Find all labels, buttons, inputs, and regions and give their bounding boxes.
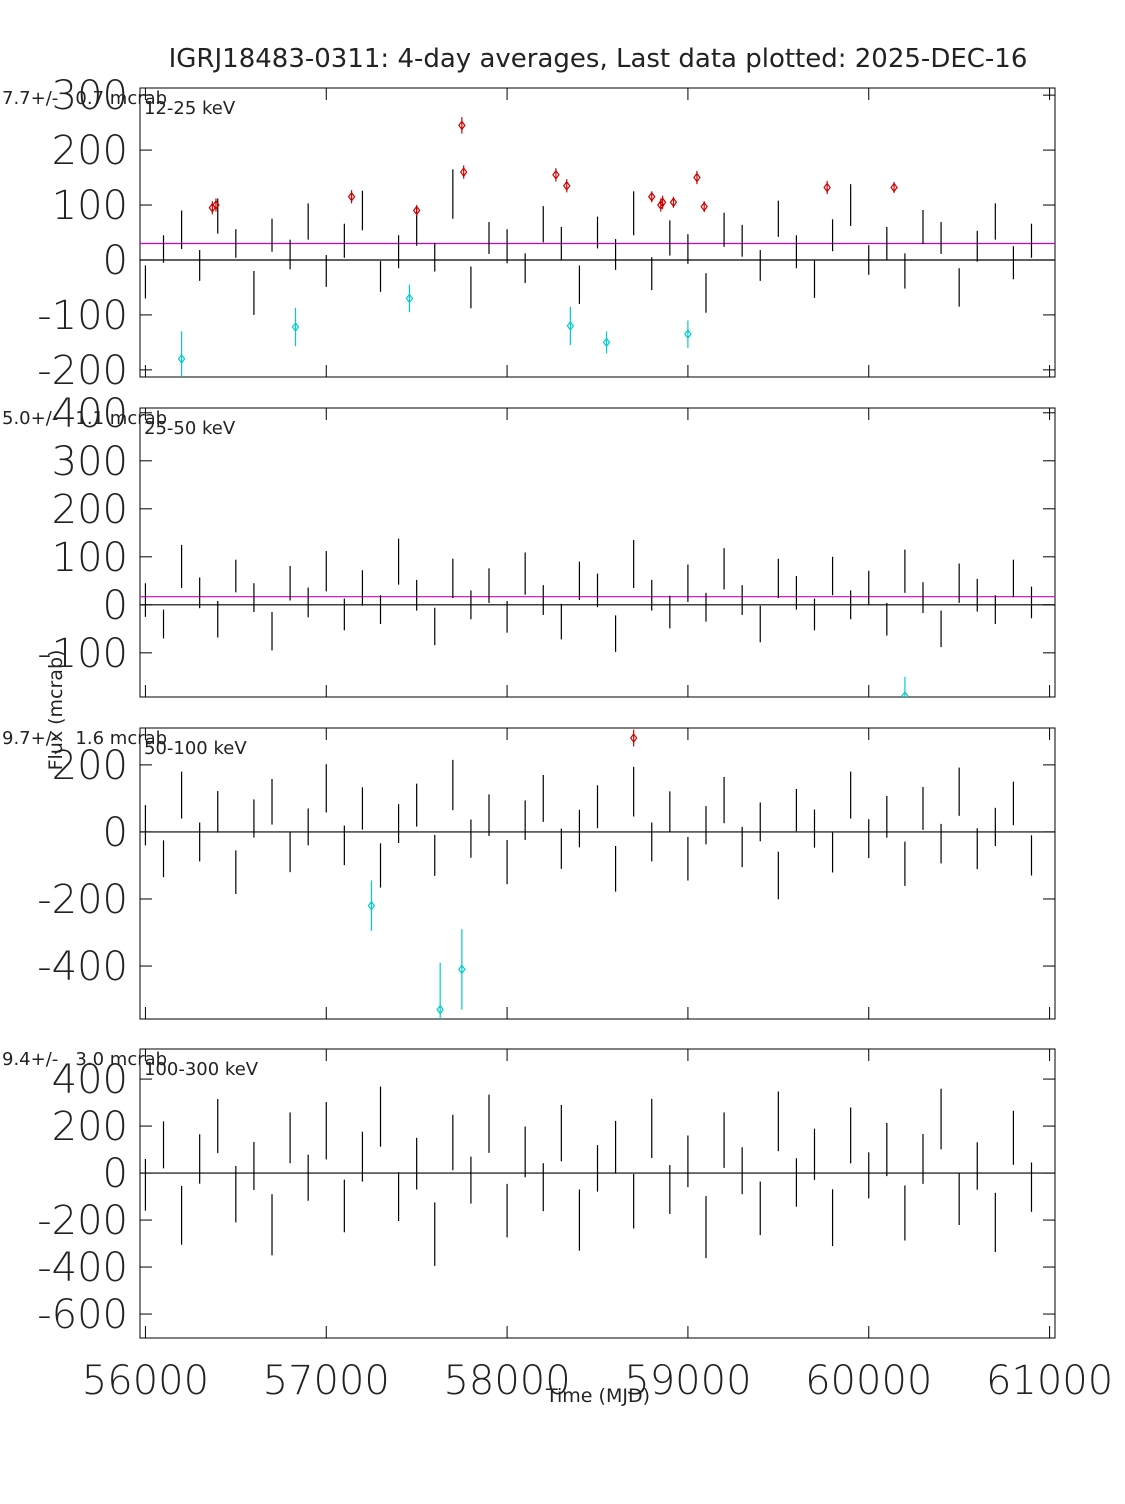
- data-point: [412, 205, 421, 216]
- data-point: [629, 733, 638, 744]
- data-point: [458, 120, 466, 131]
- mean-annotation: 5.0+/- 1.1 mcrab: [2, 408, 167, 429]
- band-label: 25-50 keV: [144, 418, 236, 439]
- y-tick-label: 300: [52, 73, 128, 119]
- mean-annotation: 7.7+/- 0.7 mcrab: [2, 88, 167, 109]
- mean-annotation: 9.7+/- 1.6 mcrab: [2, 728, 167, 749]
- x-tick-label: 56000: [82, 1358, 209, 1404]
- data-point: [700, 201, 708, 212]
- x-tick-label: 61000: [986, 1358, 1113, 1404]
- y-tick-label: -400: [37, 944, 128, 990]
- band-label: 100-300 keV: [144, 1059, 259, 1080]
- data-point: [658, 197, 667, 208]
- y-tick-label: -200: [37, 348, 128, 394]
- y-tick-label: 300: [52, 439, 128, 485]
- data-point: [552, 169, 560, 180]
- y-tick-label: 0: [103, 583, 128, 629]
- data-point: [459, 167, 468, 178]
- y-tick-label: -100: [37, 293, 128, 339]
- data-point: [901, 691, 909, 697]
- x-tick-label: 58000: [443, 1358, 570, 1404]
- plot-frame: [139, 87, 1056, 378]
- chart-title: IGRJ18483-0311: 4-day averages, Last dat…: [169, 44, 1028, 74]
- data-point: [669, 197, 678, 208]
- mean-annotation: 9.4+/- 3.0 mcrab: [2, 1049, 167, 1070]
- band-label: 50-100 keV: [144, 738, 247, 759]
- y-tick-label: 0: [103, 1151, 128, 1197]
- y-tick-label: 400: [52, 391, 128, 437]
- y-tick-label: 100: [52, 183, 128, 229]
- x-tick-label: 59000: [624, 1358, 751, 1404]
- plot-frame: [139, 407, 1056, 698]
- y-tick-label: 400: [52, 1057, 128, 1103]
- data-point: [458, 964, 466, 975]
- data-point: [684, 329, 692, 340]
- y-tick-label: 200: [52, 743, 128, 789]
- y-tick-label: -600: [37, 1292, 128, 1338]
- y-tick-label: -100: [37, 631, 128, 677]
- data-point: [693, 172, 701, 183]
- plot-frame: [139, 1048, 1056, 1339]
- data-point: [291, 322, 300, 333]
- data-point: [647, 191, 656, 202]
- data-point: [436, 1004, 444, 1015]
- plot-frame: [139, 727, 1056, 1020]
- data-point: [212, 200, 220, 211]
- data-point: [347, 191, 356, 202]
- y-tick-label: 0: [103, 810, 128, 856]
- data-point: [602, 337, 611, 348]
- band-label: 12-25 keV: [144, 98, 236, 119]
- y-tick-label: 200: [52, 128, 128, 174]
- data-point: [405, 293, 414, 304]
- data-point: [367, 900, 376, 911]
- y-tick-label: -400: [37, 1245, 128, 1291]
- x-tick-label: 57000: [263, 1358, 390, 1404]
- data-point: [177, 353, 186, 364]
- y-tick-label: 100: [52, 535, 128, 581]
- y-tick-label: -200: [37, 1198, 128, 1244]
- y-tick-label: 200: [52, 487, 128, 533]
- y-tick-label: 0: [103, 238, 128, 284]
- y-tick-label: 200: [52, 1104, 128, 1150]
- y-axis-label: Flux (mcrab): [45, 650, 67, 771]
- data-point: [823, 182, 831, 193]
- data-point: [566, 320, 575, 331]
- y-tick-label: -200: [37, 877, 128, 923]
- data-point: [563, 180, 571, 191]
- data-point: [890, 182, 898, 193]
- x-axis-label: Time (MJD): [545, 1385, 650, 1407]
- x-tick-label: 60000: [805, 1358, 932, 1404]
